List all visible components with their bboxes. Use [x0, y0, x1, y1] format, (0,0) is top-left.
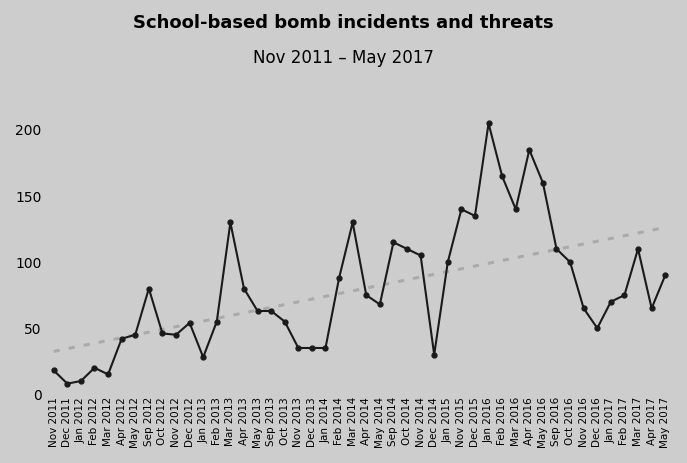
Text: Nov 2011 – May 2017: Nov 2011 – May 2017 [253, 49, 434, 67]
Text: School-based bomb incidents and threats: School-based bomb incidents and threats [133, 14, 554, 32]
